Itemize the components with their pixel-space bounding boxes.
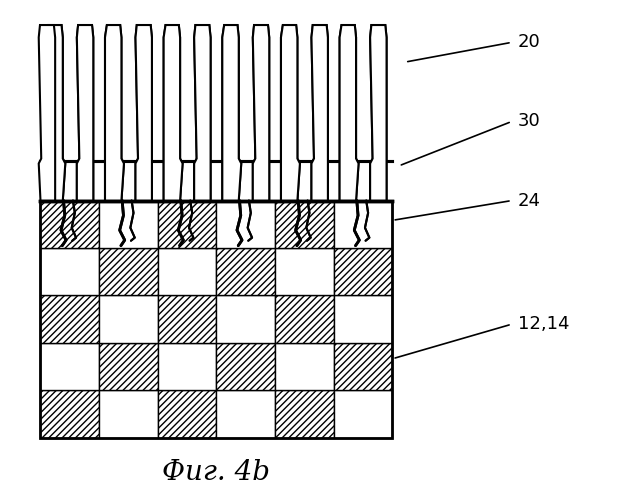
Polygon shape xyxy=(281,25,300,201)
Bar xyxy=(41,200,392,438)
Bar xyxy=(158,390,216,438)
Polygon shape xyxy=(77,25,93,201)
Polygon shape xyxy=(77,25,93,201)
Polygon shape xyxy=(340,25,359,201)
Bar xyxy=(333,200,392,248)
Bar xyxy=(216,296,275,343)
Bar xyxy=(158,248,216,296)
Polygon shape xyxy=(164,25,183,201)
Polygon shape xyxy=(311,25,328,201)
Bar xyxy=(333,343,392,390)
Polygon shape xyxy=(136,25,152,201)
Bar xyxy=(41,296,99,343)
Polygon shape xyxy=(223,25,242,201)
Text: Фиг. 4b: Фиг. 4b xyxy=(162,459,271,486)
Bar xyxy=(99,248,158,296)
Bar xyxy=(216,200,275,248)
Text: 12,14: 12,14 xyxy=(518,315,569,333)
Polygon shape xyxy=(194,25,210,201)
Polygon shape xyxy=(223,25,242,201)
Bar xyxy=(333,296,392,343)
Bar xyxy=(99,390,158,438)
Bar xyxy=(158,343,216,390)
Polygon shape xyxy=(311,25,328,201)
Bar xyxy=(275,248,333,296)
Bar xyxy=(158,296,216,343)
Polygon shape xyxy=(340,25,359,201)
Bar xyxy=(41,248,99,296)
Bar xyxy=(99,200,158,248)
Bar xyxy=(41,18,392,200)
Bar xyxy=(99,296,158,343)
Text: 30: 30 xyxy=(518,112,541,130)
Polygon shape xyxy=(370,25,387,201)
Bar xyxy=(41,390,99,438)
Bar xyxy=(275,390,333,438)
Bar xyxy=(216,390,275,438)
Polygon shape xyxy=(136,25,152,201)
Polygon shape xyxy=(46,25,65,201)
Polygon shape xyxy=(39,25,55,201)
Polygon shape xyxy=(46,25,65,201)
Bar xyxy=(99,343,158,390)
Polygon shape xyxy=(370,25,387,201)
Bar xyxy=(275,200,333,248)
Bar xyxy=(275,343,333,390)
Polygon shape xyxy=(253,25,269,201)
Bar xyxy=(333,390,392,438)
Text: 20: 20 xyxy=(518,34,541,52)
Bar xyxy=(158,200,216,248)
Polygon shape xyxy=(281,25,300,201)
Polygon shape xyxy=(194,25,210,201)
Bar xyxy=(333,248,392,296)
Polygon shape xyxy=(105,25,124,201)
Polygon shape xyxy=(105,25,124,201)
Bar xyxy=(41,343,99,390)
Polygon shape xyxy=(164,25,183,201)
Text: 24: 24 xyxy=(518,192,541,210)
Polygon shape xyxy=(253,25,269,201)
Bar xyxy=(216,248,275,296)
Bar xyxy=(216,343,275,390)
Bar xyxy=(275,296,333,343)
Bar xyxy=(41,200,99,248)
